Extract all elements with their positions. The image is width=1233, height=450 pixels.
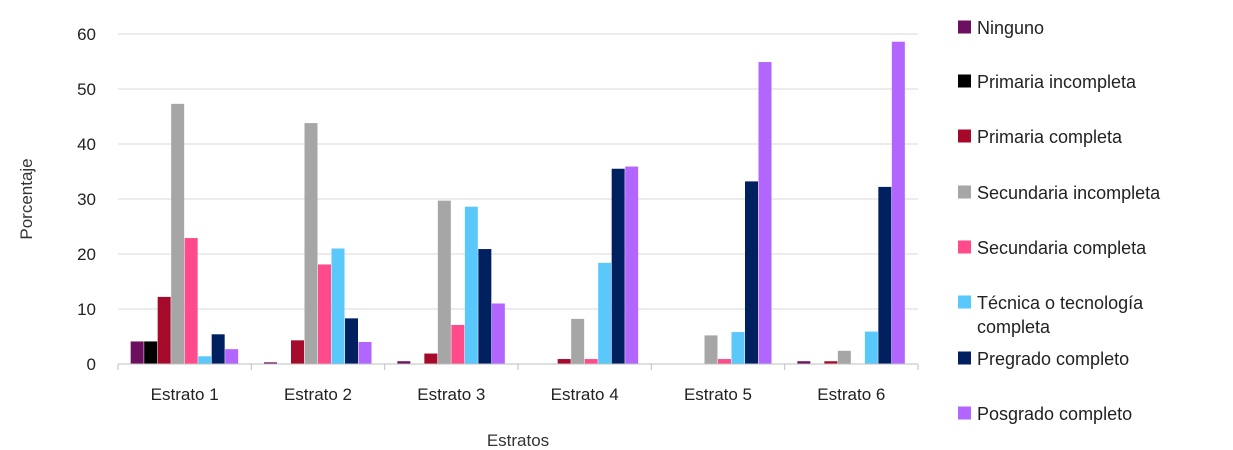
legend-item: Secundaria incompleta [958,183,1161,203]
legend-label: Técnica o tecnología completa [977,293,1144,337]
legend-swatch [958,129,971,143]
legend-swatch [958,240,971,254]
y-tick-label: 20 [77,245,96,264]
bar [837,350,851,364]
legend-item: Pregrado completo [958,349,1129,369]
y-axis-title: Porcentaje [17,158,36,239]
y-tick-label: 0 [87,355,96,374]
legend-item: Ninguno [958,18,1044,38]
legend-label: Pregrado completo [977,349,1129,369]
bar [397,361,411,364]
bar [557,359,571,364]
bar [584,359,598,364]
x-tick-label: Estrato 2 [284,385,352,404]
bar [491,303,505,364]
y-tick-label: 30 [77,190,96,209]
bar [571,318,585,364]
y-tick-label: 40 [77,135,96,154]
legend-swatch [958,20,971,34]
y-tick-label: 60 [77,25,96,44]
bar [358,342,372,364]
bar [824,361,838,364]
legend-swatch [958,406,971,420]
bar [758,62,772,365]
bar [130,341,144,364]
legend-item: Secundaria completa [958,238,1147,258]
x-tick-label: Estrato 3 [417,385,485,404]
x-tick-label: Estrato 6 [817,385,885,404]
gridlines [118,33,918,310]
x-axis-title: Estratos [487,431,549,450]
bar [731,332,745,364]
bar [464,206,478,364]
bar [451,324,465,364]
legend-label: Primaria incompleta [977,72,1137,92]
bar [345,318,358,364]
bar [318,264,331,364]
x-tick-label: Estrato 4 [551,385,619,404]
y-tick-label: 50 [77,80,96,99]
bar [745,181,758,364]
bar [864,331,878,364]
bars [130,41,905,365]
legend-item: Técnica o tecnología completa [958,293,1144,337]
bar [184,238,198,364]
legend-swatch [958,295,971,309]
bar [171,103,185,364]
legend-label: Ninguno [977,18,1044,38]
bar [437,200,451,364]
bar [157,296,171,364]
bar [304,123,318,364]
bar [891,41,905,364]
legend-item: Primaria completa [958,127,1123,147]
y-tick-label: 10 [77,300,96,319]
bar [478,249,492,364]
legend-label: Primaria completa [977,127,1123,147]
bar [718,359,731,364]
legend-swatch [958,185,971,199]
bar [424,353,438,364]
bar [144,341,158,364]
legend-swatch [958,351,971,365]
axes: 0 10 20 30 40 50 60 Estrato 1 Estrato 2 Estrato 3… [77,25,919,404]
bar [598,262,612,364]
x-tick-label: Estrato 5 [684,385,752,404]
bar [291,340,304,364]
bar [878,186,892,364]
bar [625,166,639,364]
legend-swatch [958,74,971,88]
bar [704,335,718,364]
legend: Ninguno Primaria incompleta Primaria compl… [958,18,1161,424]
legend-item: Primaria incompleta [958,72,1137,92]
legend-label: Secundaria completa [977,238,1147,258]
x-tick-label: Estrato 1 [151,385,219,404]
bar [797,361,811,364]
legend-label: Secundaria incompleta [977,183,1161,203]
bar [264,362,277,364]
bar [225,349,239,364]
bar [198,356,212,364]
legend-item: Posgrado completo [958,404,1132,424]
bar [211,334,225,364]
legend-label: Posgrado completo [977,404,1132,424]
bar [611,168,625,364]
bar [331,248,345,364]
